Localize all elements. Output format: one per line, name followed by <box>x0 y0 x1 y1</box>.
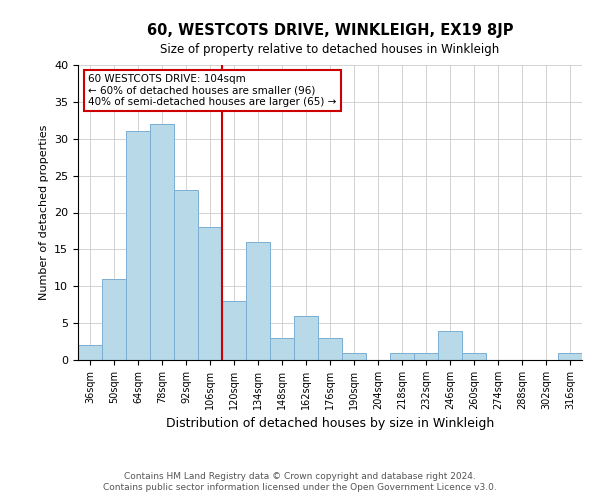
Text: 60, WESTCOTS DRIVE, WINKLEIGH, EX19 8JP: 60, WESTCOTS DRIVE, WINKLEIGH, EX19 8JP <box>147 22 513 38</box>
Text: Contains public sector information licensed under the Open Government Licence v3: Contains public sector information licen… <box>103 484 497 492</box>
Bar <box>558 352 582 360</box>
Bar <box>342 352 366 360</box>
Y-axis label: Number of detached properties: Number of detached properties <box>38 125 49 300</box>
Bar <box>150 124 174 360</box>
Bar <box>462 352 486 360</box>
Text: 60 WESTCOTS DRIVE: 104sqm
← 60% of detached houses are smaller (96)
40% of semi-: 60 WESTCOTS DRIVE: 104sqm ← 60% of detac… <box>88 74 337 107</box>
Bar <box>414 352 438 360</box>
Bar <box>390 352 414 360</box>
X-axis label: Distribution of detached houses by size in Winkleigh: Distribution of detached houses by size … <box>166 418 494 430</box>
Bar <box>126 132 150 360</box>
Bar <box>222 301 246 360</box>
Bar <box>198 227 222 360</box>
Bar <box>270 338 294 360</box>
Bar <box>102 279 126 360</box>
Text: Size of property relative to detached houses in Winkleigh: Size of property relative to detached ho… <box>160 42 500 56</box>
Text: Contains HM Land Registry data © Crown copyright and database right 2024.: Contains HM Land Registry data © Crown c… <box>124 472 476 481</box>
Bar <box>438 330 462 360</box>
Bar <box>294 316 318 360</box>
Bar <box>318 338 342 360</box>
Bar <box>174 190 198 360</box>
Bar <box>246 242 270 360</box>
Bar <box>78 345 102 360</box>
